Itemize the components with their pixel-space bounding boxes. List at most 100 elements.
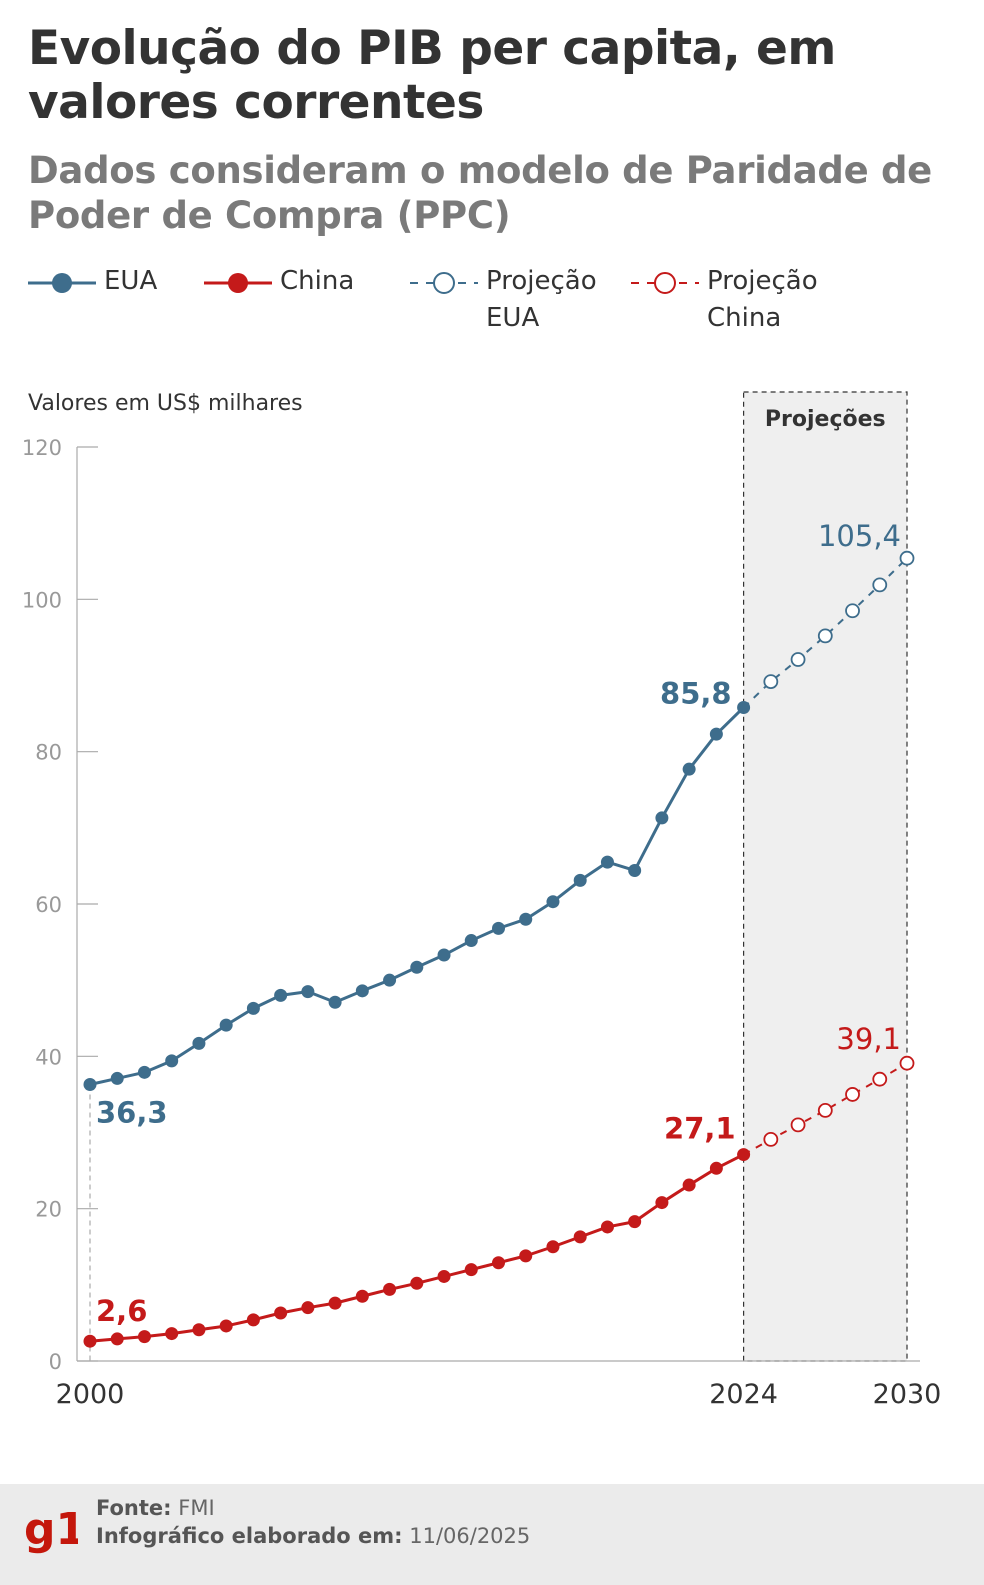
y-tick-label-100: 100 [22,588,62,612]
point-eua-2004 [192,1036,206,1050]
line-chart: Projeções Valores em US$ milhares 0 20 40 60 8… [22,391,942,1410]
point-projeção-china-2027 [817,1103,833,1118]
series-line-china [89,1153,745,1343]
y-tick-label-0: 0 [49,1350,62,1374]
legend-line-dot-icon-eua [28,273,96,293]
point-projeção-china-2029 [872,1071,888,1087]
point-eua-2024 [737,700,751,714]
footer: g1 Fonte: FMI Infográfico elaborado em: … [0,1484,984,1585]
point-china-2005 [219,1319,233,1333]
g1-logo: g1 [24,1504,78,1555]
point-eua-2006 [246,1001,260,1015]
y-tick-label-80: 80 [35,741,62,765]
point-projeção-eua-2025 [763,674,779,689]
point-china-2000 [83,1334,97,1348]
legend-label-proj-china-1: Projeção [707,266,818,296]
data-label-eua-2000: 36,3 [96,1096,168,1130]
point-china-2004 [192,1323,206,1337]
point-china-2024 [737,1148,751,1162]
point-china-2012 [410,1276,424,1290]
point-eua-2023 [709,727,723,741]
source-line: Fonte: FMI [96,1496,215,1520]
point-china-2018 [573,1230,587,1244]
point-eua-2013 [437,948,451,962]
point-eua-2003 [165,1054,179,1068]
x-tick-label-2030: 2030 [873,1379,942,1410]
chart-title: Evolução do PIB per capita, em valores c… [28,21,836,130]
point-eua-2014 [464,934,478,948]
legend-label-eua: EUA [104,266,158,296]
point-china-2008 [301,1301,315,1315]
series-line-eua [89,706,745,1086]
point-eua-2020 [628,863,642,877]
point-eua-2011 [383,973,397,987]
point-china-2009 [328,1296,342,1310]
y-tick-label-60: 60 [35,893,62,917]
legend-item-china: China [204,266,354,300]
y-tick-label-120: 120 [22,436,62,460]
point-china-2007 [274,1306,288,1320]
point-projeção-china-2030 [899,1055,915,1071]
point-china-2010 [355,1289,369,1303]
point-china-2003 [165,1327,179,1341]
point-eua-2005 [219,1018,233,1032]
point-eua-2016 [519,912,533,926]
point-eua-2000 [83,1078,97,1092]
point-china-2002 [137,1330,151,1344]
legend-label-china: China [280,266,355,296]
point-projeção-eua-2030 [899,550,915,566]
point-china-2017 [546,1240,560,1254]
point-china-2015 [492,1256,505,1270]
point-projeção-china-2028 [845,1087,860,1102]
legend-label-proj-china-2: China [707,303,782,333]
y-axis-label: Valores em US$ milhares [28,391,303,416]
date-label: Infográfico elaborado em: [96,1524,403,1548]
point-china-2011 [383,1282,397,1296]
point-china-2013 [437,1269,451,1283]
point-china-2019 [600,1220,614,1234]
point-eua-2017 [546,895,560,909]
point-projeção-eua-2027 [817,628,833,644]
x-tick-label-2024: 2024 [709,1379,778,1410]
date-value: 11/06/2025 [409,1524,531,1548]
point-china-2022 [682,1178,696,1192]
legend-label-proj-eua-2: EUA [486,303,540,333]
projection-label: Projeções [765,407,886,432]
legend-label-proj-eua-1: Projeção [486,266,597,296]
date-line: Infográfico elaborado em: 11/06/2025 [96,1524,530,1548]
point-china-2021 [655,1196,669,1210]
point-china-2016 [519,1249,533,1263]
legend: EUA China Projeção EUA Projeção China [28,266,968,346]
point-projeção-china-2026 [790,1117,806,1133]
point-eua-2010 [355,984,369,998]
data-label-china-2000: 2,6 [96,1294,147,1328]
data-label-china-2024: 27,1 [664,1112,736,1146]
point-projeção-eua-2029 [872,577,888,593]
point-eua-2007 [274,988,288,1002]
point-eua-2018 [573,873,587,887]
y-tick-label-40: 40 [35,1045,62,1069]
point-eua-2002 [137,1065,151,1079]
projection-band [742,391,908,1362]
y-tick-label-20: 20 [35,1198,62,1222]
chart-subtitle: Dados consideram o modelo de Paridade de… [28,149,932,237]
point-eua-2008 [301,985,315,999]
point-eua-2019 [600,855,614,869]
point-china-2020 [628,1215,642,1229]
point-projeção-eua-2028 [845,603,860,619]
data-label-projeção-eua-2030: 105,4 [818,519,901,553]
data-label-eua-2024: 85,8 [660,676,732,710]
legend-dashed-circle-icon-proj-china [631,272,699,294]
point-projeção-eua-2026 [790,652,806,667]
point-eua-2012 [410,960,424,974]
legend-dashed-circle-icon-proj-eua [410,272,478,294]
source-label: Fonte: [96,1496,172,1520]
legend-item-proj-eua: Projeção EUA [410,266,597,337]
legend-item-eua: EUA [28,266,157,300]
point-china-2014 [464,1263,478,1277]
point-eua-2022 [682,762,696,776]
point-china-2001 [110,1332,124,1346]
legend-line-dot-icon-china [204,273,272,293]
point-projeção-china-2025 [763,1131,779,1147]
legend-item-proj-china: Projeção China [631,266,818,337]
